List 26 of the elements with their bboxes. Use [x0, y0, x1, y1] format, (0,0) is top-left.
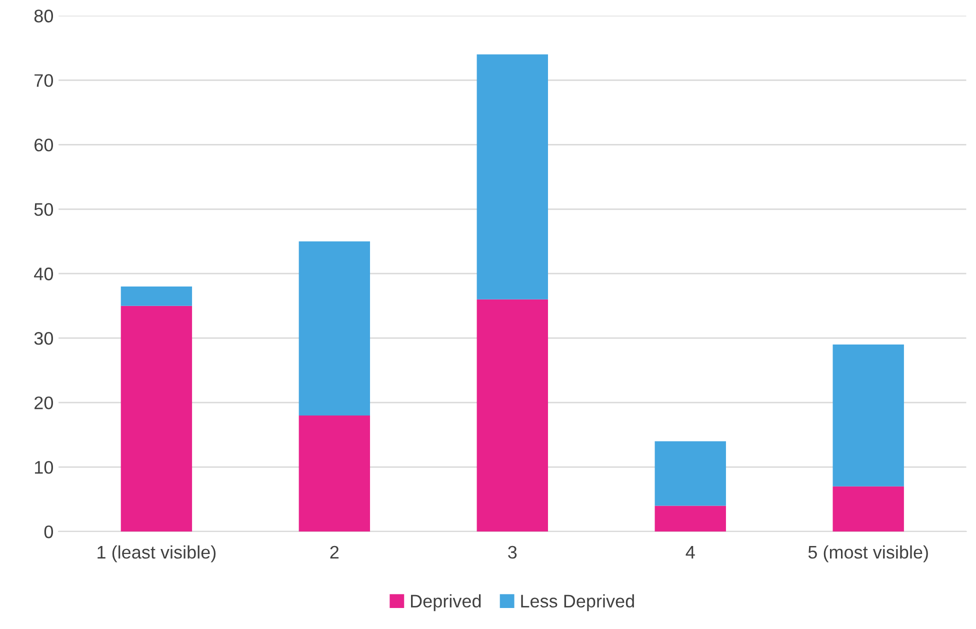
- y-tick-label: 80: [34, 10, 53, 22]
- y-tick-label: 60: [34, 138, 53, 152]
- y-tick-label: 40: [34, 268, 53, 280]
- x-tick-label: 1 (least visible): [98, 545, 216, 562]
- y-tick-label: 70: [34, 74, 53, 87]
- bar: [476, 299, 548, 532]
- bar: [476, 54, 548, 300]
- y-tick-label: 10: [34, 460, 53, 474]
- y-tick-label: 50: [34, 203, 53, 216]
- bar: [654, 441, 726, 506]
- bar: [120, 286, 192, 306]
- legend-label: Less Deprived: [521, 594, 634, 612]
- y-tick-label: 30: [34, 332, 53, 345]
- bar: [120, 306, 192, 532]
- y-tick-label: 0: [44, 525, 53, 538]
- bar: [298, 241, 370, 416]
- x-tick-label: 2: [330, 546, 339, 558]
- bar: [832, 344, 904, 486]
- legend-label: Deprived: [411, 594, 481, 612]
- x-tick-label: 5 (most visible): [808, 545, 928, 562]
- bar: [298, 415, 370, 532]
- x-tick-label: 3: [508, 546, 517, 559]
- bar: [832, 486, 904, 532]
- bar: [654, 506, 726, 532]
- x-tick-label: 4: [686, 546, 695, 558]
- y-tick-label: 20: [34, 396, 53, 410]
